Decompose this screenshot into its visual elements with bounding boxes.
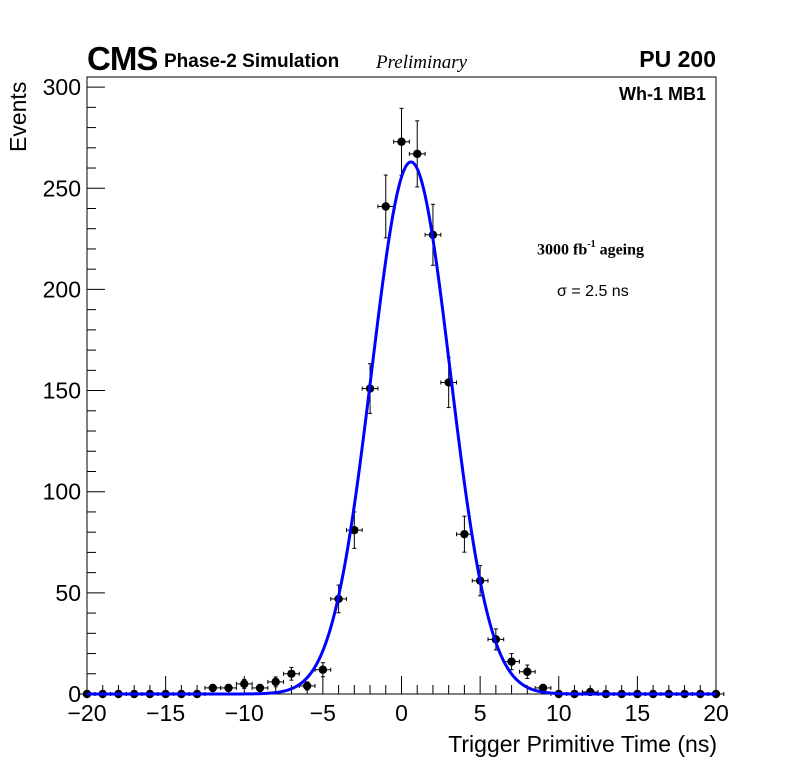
experiment-label: CMS xyxy=(87,40,158,77)
x-tick-label: 5 xyxy=(474,700,487,726)
x-tick-label: 15 xyxy=(625,700,651,726)
data-point xyxy=(235,678,253,689)
y-tick-label: 0 xyxy=(68,681,81,707)
y-axis-label: Events xyxy=(5,81,31,152)
data-marker xyxy=(240,679,249,689)
data-marker xyxy=(507,657,516,666)
y-tick-label: 250 xyxy=(43,175,81,201)
simulation-label: Phase-2 Simulation xyxy=(164,51,340,72)
sigma-label: σ = 2.5 ns xyxy=(557,283,629,300)
data-marker xyxy=(381,202,390,211)
data-point xyxy=(251,683,269,693)
data-marker xyxy=(523,667,532,676)
data-point xyxy=(534,683,552,693)
fit-curve-group xyxy=(87,160,716,696)
data-marker xyxy=(538,683,548,693)
ageing-label: 3000 fb-1 ageing xyxy=(537,239,645,259)
data-marker xyxy=(413,149,422,159)
data-marker xyxy=(460,529,469,539)
data-point xyxy=(408,120,426,188)
ageing-prefix: 3000 fb xyxy=(537,241,588,259)
data-marker xyxy=(271,677,280,687)
x-tick-label: −5 xyxy=(310,700,336,726)
x-tick-label: −15 xyxy=(146,700,185,726)
data-marker xyxy=(318,665,328,674)
ageing-suffix: ageing xyxy=(595,241,645,259)
data-point xyxy=(220,683,237,693)
x-tick-label: −10 xyxy=(225,700,264,726)
data-marker xyxy=(397,137,406,146)
data-marker xyxy=(255,683,265,693)
data-point xyxy=(393,107,410,176)
x-tick-label: 20 xyxy=(703,700,729,726)
y-tick-label: 100 xyxy=(43,479,81,505)
status-label: Preliminary xyxy=(376,52,468,73)
ageing-exponent: -1 xyxy=(587,239,596,250)
data-marker xyxy=(287,669,296,678)
y-tick-label: 300 xyxy=(43,74,81,100)
data-point xyxy=(314,662,332,678)
data-marker xyxy=(208,683,217,693)
data-point xyxy=(518,664,536,679)
x-tick-label: −20 xyxy=(67,700,106,726)
y-tick-label: 50 xyxy=(55,580,81,606)
y-tick-label: 200 xyxy=(43,276,81,302)
x-axis-label: Trigger Primitive Time (ns) xyxy=(448,731,717,757)
data-marker xyxy=(302,681,312,691)
station-label: Wh-1 MB1 xyxy=(619,84,706,104)
pileup-label: PU 200 xyxy=(639,46,716,72)
y-tick-label: 150 xyxy=(43,378,81,404)
data-point xyxy=(267,676,285,688)
data-marker xyxy=(224,683,233,693)
data-points xyxy=(78,107,725,699)
fit-curve xyxy=(87,160,716,696)
data-point xyxy=(283,666,300,681)
x-tick-label: 10 xyxy=(546,700,572,726)
data-point xyxy=(204,683,222,693)
x-tick-label: 0 xyxy=(395,700,408,726)
